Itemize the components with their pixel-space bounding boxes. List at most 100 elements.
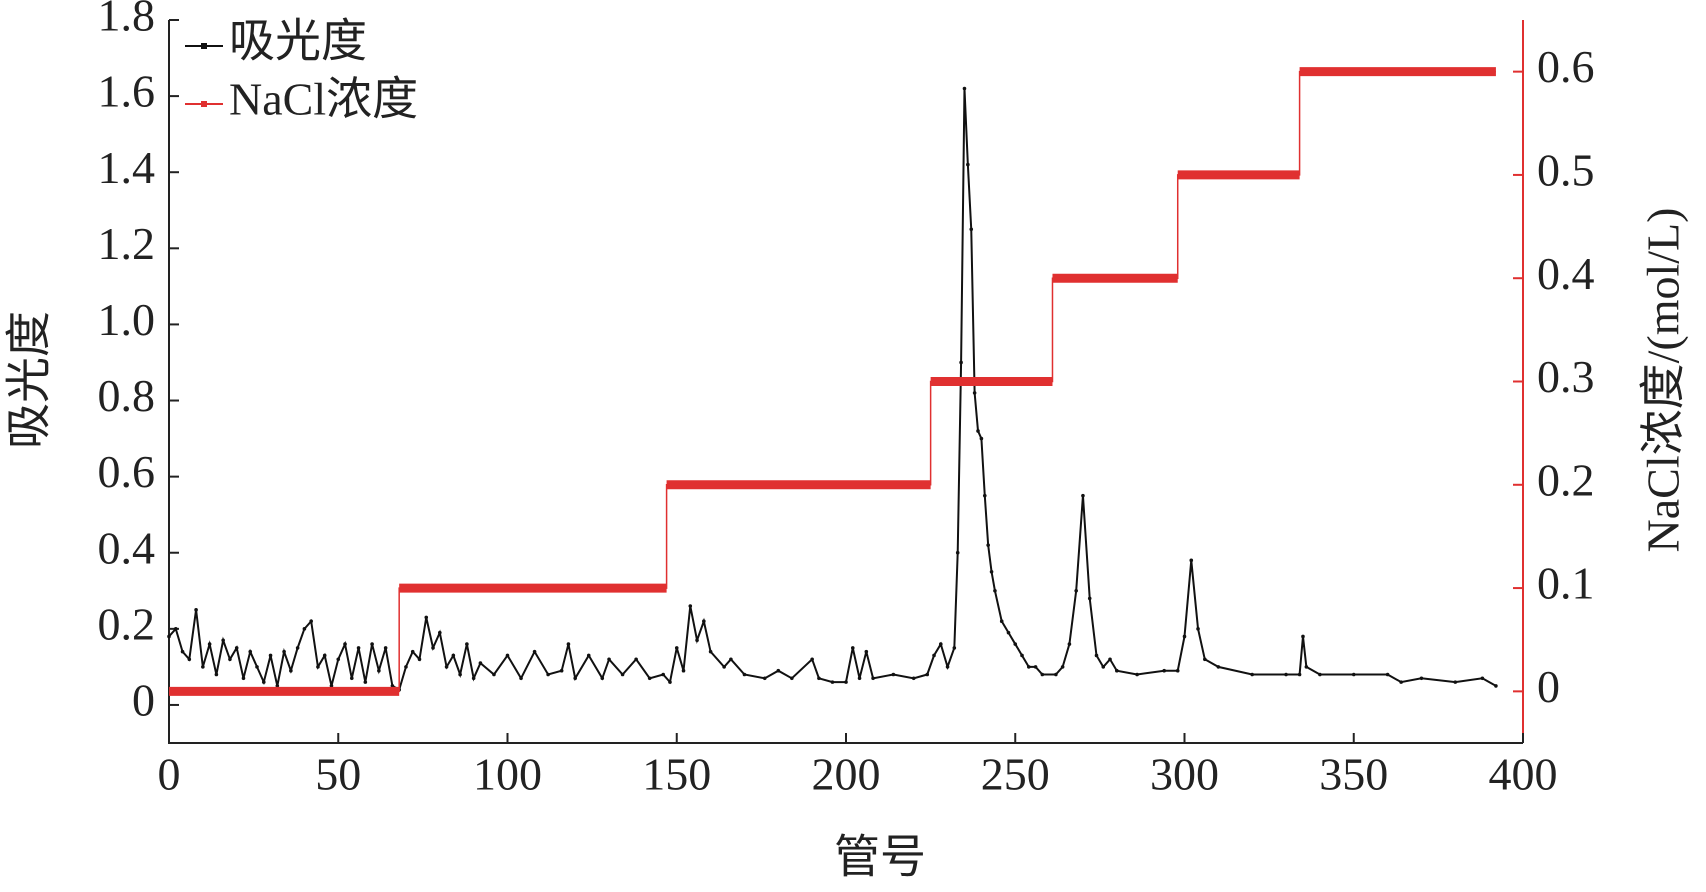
point bbox=[1060, 665, 1065, 669]
point bbox=[857, 676, 862, 681]
point bbox=[647, 676, 652, 681]
point bbox=[1189, 558, 1194, 563]
x-tick-label: 400 bbox=[1489, 749, 1558, 800]
y2-tick-label: 0.3 bbox=[1537, 351, 1595, 402]
y-tick-label: 0.8 bbox=[98, 370, 156, 421]
axes bbox=[168, 20, 1523, 744]
point bbox=[762, 676, 767, 681]
point bbox=[519, 676, 523, 681]
point bbox=[559, 668, 564, 673]
point bbox=[959, 360, 963, 365]
point bbox=[1081, 493, 1085, 498]
point bbox=[1203, 657, 1207, 662]
x-tick-label: 200 bbox=[812, 749, 881, 800]
point bbox=[1162, 668, 1166, 673]
point bbox=[431, 646, 435, 650]
point bbox=[546, 672, 550, 677]
y2-tick-label: 0.1 bbox=[1537, 558, 1595, 609]
point bbox=[911, 676, 916, 681]
y2-tick-label: 0 bbox=[1537, 661, 1560, 712]
point bbox=[390, 684, 395, 688]
y-axis-label: 吸光度 bbox=[4, 311, 55, 449]
point bbox=[255, 665, 259, 669]
point bbox=[1250, 672, 1254, 677]
point bbox=[708, 649, 713, 654]
point bbox=[1301, 634, 1305, 639]
point bbox=[979, 436, 984, 441]
point bbox=[962, 86, 967, 91]
point bbox=[275, 684, 280, 688]
point bbox=[404, 665, 408, 669]
legend-label: 吸光度 bbox=[229, 16, 367, 67]
point bbox=[349, 676, 354, 681]
point bbox=[668, 680, 672, 684]
point bbox=[955, 550, 960, 555]
point bbox=[1216, 665, 1221, 669]
point bbox=[573, 676, 577, 681]
point bbox=[1351, 672, 1356, 677]
x-tick-label: 350 bbox=[1319, 749, 1388, 800]
point bbox=[187, 657, 192, 662]
legend-marker bbox=[201, 101, 207, 107]
point bbox=[1318, 672, 1322, 677]
x-axis-label: 管号 bbox=[834, 832, 926, 883]
point bbox=[661, 672, 666, 677]
point bbox=[1284, 672, 1288, 677]
point bbox=[214, 672, 219, 677]
y2-axis-label: NaCl浓度/(mol/L) bbox=[1638, 208, 1689, 553]
point bbox=[336, 657, 341, 662]
point bbox=[1135, 672, 1139, 677]
point bbox=[702, 619, 706, 624]
data-line bbox=[168, 88, 1497, 692]
y-tick-label: 1.4 bbox=[98, 142, 156, 193]
point bbox=[248, 649, 253, 654]
point bbox=[532, 649, 537, 654]
point bbox=[864, 649, 869, 654]
point bbox=[1480, 676, 1485, 681]
x-tick-label: 250 bbox=[981, 749, 1050, 800]
y2-tick-label: 0.5 bbox=[1537, 144, 1595, 195]
point bbox=[1067, 642, 1072, 646]
y2-tick-label: 0.4 bbox=[1537, 248, 1595, 299]
point bbox=[966, 162, 970, 167]
point bbox=[1304, 665, 1309, 669]
point bbox=[1026, 665, 1031, 669]
point bbox=[742, 672, 747, 677]
point bbox=[1013, 642, 1018, 646]
point bbox=[316, 665, 320, 669]
point bbox=[817, 676, 821, 681]
point bbox=[207, 642, 212, 646]
point bbox=[566, 642, 571, 646]
point bbox=[586, 653, 591, 658]
point bbox=[1115, 668, 1119, 673]
point bbox=[989, 569, 994, 574]
point bbox=[201, 665, 205, 669]
point bbox=[417, 657, 422, 662]
point bbox=[695, 638, 699, 643]
point bbox=[1094, 653, 1099, 658]
point bbox=[492, 672, 496, 677]
point bbox=[634, 657, 638, 662]
y-tick-label: 1.8 bbox=[98, 0, 156, 41]
point bbox=[952, 646, 957, 650]
point bbox=[681, 668, 686, 673]
point bbox=[410, 649, 415, 654]
point bbox=[607, 657, 611, 662]
point bbox=[620, 672, 625, 677]
point bbox=[722, 665, 726, 669]
point bbox=[444, 665, 449, 669]
point bbox=[268, 653, 273, 658]
point bbox=[790, 676, 794, 681]
point bbox=[1040, 672, 1045, 677]
point bbox=[234, 646, 239, 650]
point bbox=[600, 676, 605, 681]
point bbox=[424, 615, 429, 620]
point bbox=[295, 646, 300, 650]
point bbox=[167, 634, 171, 639]
point bbox=[674, 646, 679, 650]
point bbox=[938, 642, 943, 646]
point bbox=[302, 627, 307, 631]
point bbox=[729, 657, 733, 662]
x-tick-label: 0 bbox=[158, 749, 181, 800]
point bbox=[289, 668, 293, 673]
